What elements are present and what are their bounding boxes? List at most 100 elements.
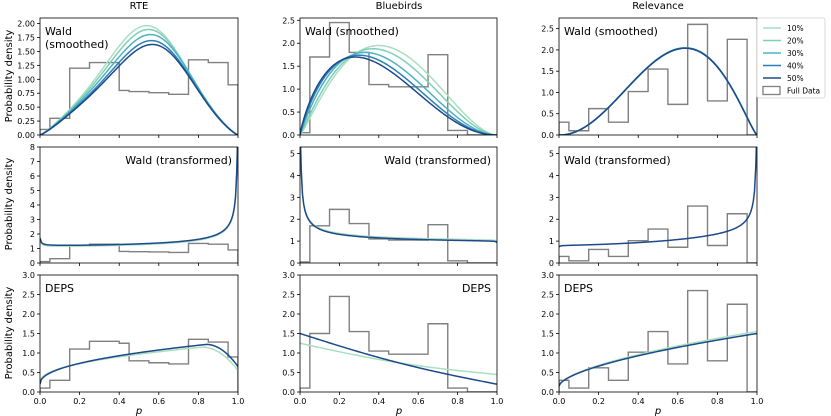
ytick-label: 1.5 — [282, 330, 295, 339]
xtick-label: 1.0 — [751, 397, 764, 406]
ytick-label: 3 — [290, 193, 295, 202]
ytick-label: 2.5 — [22, 291, 35, 300]
ytick-label: 0.5 — [22, 369, 35, 378]
panel-5: 0 1 2 3 4 5 Wald (transformed) — [290, 146, 498, 268]
xtick-label: 0.4 — [632, 397, 645, 406]
histogram-full-data — [559, 289, 757, 392]
ytick-label: 2 — [30, 230, 35, 239]
curve-50pct — [300, 147, 497, 244]
ytick-label: 4 — [290, 171, 295, 180]
ytick-label: 4 — [30, 201, 35, 210]
ytick-label: 2.5 — [282, 16, 295, 25]
panel-label: Wald (transformed) — [564, 154, 671, 167]
ytick-label: 1.00 — [17, 75, 35, 84]
legend-label: 40% — [787, 62, 804, 71]
panel-9: 0.0 0.5 1.0 1.5 2.0 2.5 3.0 0.0 0.2 0.4 0.6 0.8 1.0 D… — [541, 271, 763, 406]
xlabel-middle: p — [395, 406, 402, 416]
xtick-label: 0.0 — [553, 397, 566, 406]
ytick-label: 2.0 — [282, 310, 295, 319]
xtick-label: 0.4 — [372, 397, 385, 406]
ytick-label: 0.0 — [282, 131, 295, 140]
ytick-label: 1 — [549, 237, 554, 246]
panel-label: (smoothed) — [45, 38, 109, 51]
ytick-label: 5 — [549, 150, 554, 159]
ytick-label: 2.00 — [17, 20, 35, 29]
panels: 0.00 0.25 0.50 0.75 1.00 1.25 1.5 0 1.75 2.00 Wald… — [17, 16, 763, 406]
panel-label: DEPS — [564, 282, 593, 295]
ytick-label: 2.0 — [22, 310, 35, 319]
ytick-label: 0.0 — [282, 388, 295, 397]
xtick-label: 0.8 — [192, 397, 205, 406]
ylabel-row2: Probability density — [4, 158, 15, 251]
legend-label: 50% — [787, 74, 804, 83]
ytick-label: 3 — [30, 216, 35, 225]
panel-8: 0.0 0.5 1.0 1.5 2.0 2.5 3.0 0.0 0.2 0.4 0.6 0.8 1.0 D… — [282, 271, 503, 406]
ytick-label: 1.5 — [282, 62, 295, 71]
column-title-rte: RTE — [130, 1, 149, 12]
xtick-label: 0.6 — [671, 397, 684, 406]
ytick-label: 0.25 — [17, 117, 35, 126]
ytick-label: 2.5 — [541, 291, 554, 300]
ytick-label: 5 — [30, 187, 35, 196]
panel-3: 0.0 0.5 1.0 1.5 2.0 2.5 Wald (smoothed) — [541, 17, 758, 140]
ytick-label: 0.5 — [282, 108, 295, 117]
axes-frame — [299, 146, 498, 264]
axes-frame — [299, 17, 498, 136]
legend-label: 20% — [787, 37, 804, 46]
panel-label: DEPS — [462, 282, 491, 295]
ytick-label: 5 — [290, 150, 295, 159]
ytick-label: 1.75 — [17, 34, 35, 43]
ytick-label: 0.00 — [17, 131, 35, 140]
panel-label: Wald (smoothed) — [305, 25, 399, 38]
panel-7: 0.0 0.5 1.0 1.5 2.0 2.5 3.0 0.0 0.2 0.4 0.6 0.8 1.0 D… — [22, 271, 244, 406]
curve-50pct — [40, 343, 238, 385]
xtick-label: 0.0 — [294, 397, 307, 406]
xtick-label: 0.8 — [451, 397, 464, 406]
column-title-bluebirds: Bluebirds — [376, 1, 423, 12]
curve-50pct — [559, 332, 757, 387]
axes-frame — [39, 17, 239, 136]
ytick-label: 4 — [549, 171, 554, 180]
panel-4: 0 1 2 3 4 5 6 7 8 Wald (transformed) — [30, 143, 239, 268]
panel-label: Wald (transformed) — [384, 154, 491, 167]
ytick-label: 0 — [30, 259, 35, 268]
panel-2: 0.0 0.5 1.0 1.5 2.0 2.5 Wald (smoothed) — [282, 16, 498, 140]
panel-6: 0 1 2 3 4 5 Wald (transformed) — [549, 146, 758, 268]
ytick-label: 0.50 — [17, 103, 35, 112]
axes-frame — [558, 146, 758, 264]
ytick-label: 2 — [290, 215, 295, 224]
curve-50pct — [559, 47, 757, 135]
xtick-label: 1.0 — [491, 397, 504, 406]
xlabel-left: p — [135, 406, 142, 416]
ytick-label: 0.0 — [541, 131, 554, 140]
ytick-label: 7 — [30, 158, 35, 167]
curve-30pct — [300, 51, 497, 135]
ytick-label: 1.0 — [282, 85, 295, 94]
histogram-full-data — [300, 21, 497, 135]
curve-10pct — [300, 342, 497, 376]
ytick-label: 0.75 — [17, 89, 35, 98]
ylabel-row1: Probability density — [4, 30, 15, 123]
ytick-label: 1.5 — [541, 67, 554, 76]
ytick-label: 0.5 — [541, 369, 554, 378]
ytick-label: 2.5 — [282, 291, 295, 300]
panel-1: 0.00 0.25 0.50 0.75 1.00 1.25 1.50 1.75 2.00 Wald… — [17, 17, 239, 140]
xtick-label: 0.4 — [113, 397, 126, 406]
ytick-label: 1 — [290, 237, 295, 246]
ytick-label: 2 — [549, 215, 554, 224]
curve-10pct — [300, 44, 497, 135]
panel-label: Wald (smoothed) — [564, 25, 658, 38]
ytick-label: 1.5 — [22, 330, 35, 339]
curve-50pct — [559, 147, 757, 248]
curve-20pct — [300, 47, 497, 135]
legend-label: 10% — [787, 24, 804, 33]
ytick-label: 2.5 — [541, 25, 554, 34]
xlabel-right: p — [654, 406, 661, 416]
histogram-full-data — [40, 338, 238, 392]
ytick-label: 2.0 — [541, 310, 554, 319]
histogram-full-data — [300, 208, 497, 263]
curve-10pct — [300, 147, 497, 243]
ytick-label: 1.25 — [17, 61, 35, 70]
ytick-label: 1.0 — [541, 349, 554, 358]
